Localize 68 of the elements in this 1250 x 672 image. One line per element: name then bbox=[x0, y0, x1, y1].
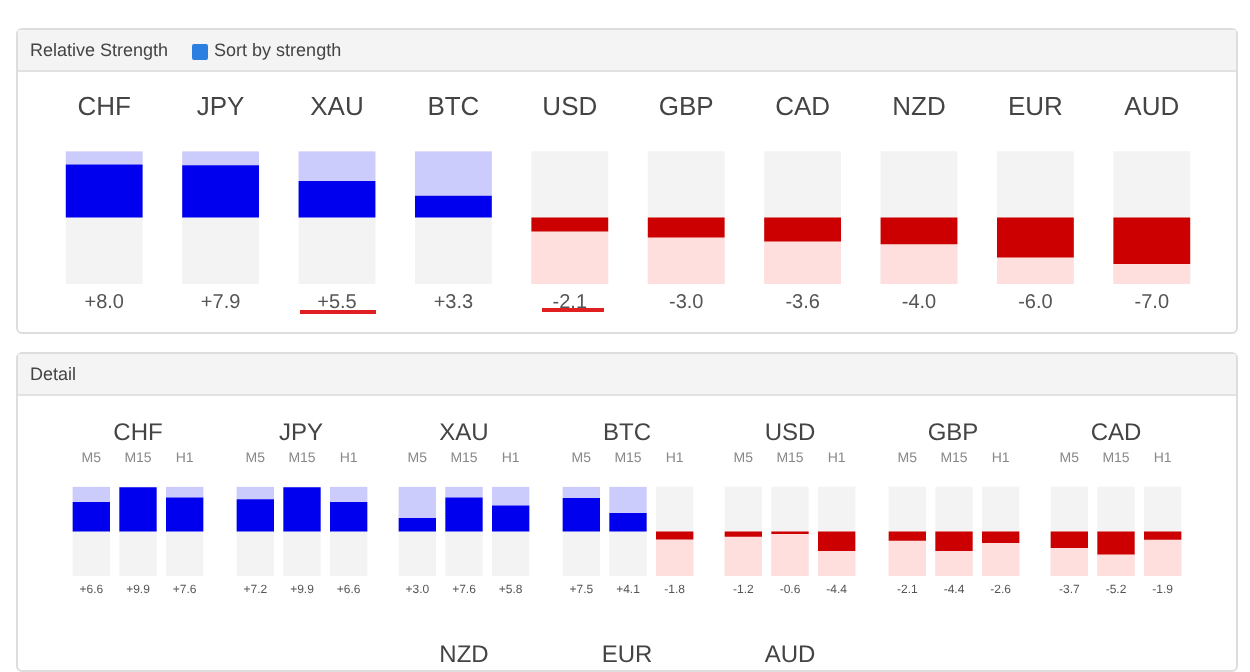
bar bbox=[72, 486, 110, 502]
data-label: +5.5 bbox=[317, 291, 358, 314]
bar bbox=[981, 543, 1019, 576]
bar bbox=[981, 531, 1019, 543]
bar bbox=[182, 151, 260, 166]
bar bbox=[235, 486, 273, 500]
data-label: +3.3 bbox=[433, 291, 475, 314]
x-tick-label: USD bbox=[542, 90, 598, 121]
chart-title: JPY bbox=[276, 418, 325, 446]
bar bbox=[1144, 539, 1182, 576]
data-label: -4.0 bbox=[901, 291, 938, 314]
bar bbox=[1097, 554, 1135, 576]
bar bbox=[1050, 547, 1088, 576]
bar bbox=[1113, 264, 1191, 284]
bar bbox=[445, 486, 483, 498]
chart-title: XAU bbox=[437, 418, 491, 446]
bar bbox=[298, 151, 376, 182]
chart-title: BTC bbox=[601, 418, 653, 446]
bar bbox=[655, 539, 693, 576]
bar bbox=[166, 486, 204, 498]
bar bbox=[818, 551, 856, 576]
text: NZD bbox=[437, 640, 491, 668]
x-tick-label: CAD bbox=[775, 90, 831, 121]
bar bbox=[608, 486, 646, 514]
bar bbox=[647, 237, 725, 284]
text: EUR bbox=[599, 640, 655, 668]
chart-title: Relative Strength bbox=[30, 40, 169, 60]
chart-title: CAD bbox=[1088, 418, 1144, 446]
x-tick-label: CHF bbox=[77, 90, 132, 121]
bar bbox=[724, 531, 762, 537]
bar bbox=[647, 217, 725, 238]
x-tick-label: EUR bbox=[1007, 90, 1063, 121]
x-tick-label: AUD bbox=[1124, 90, 1180, 121]
bar bbox=[65, 151, 143, 165]
text: Sort by strength bbox=[212, 40, 342, 60]
bar bbox=[531, 231, 609, 284]
data-label: +8.0 bbox=[84, 291, 125, 314]
data-label: -3.6 bbox=[785, 291, 821, 314]
bar bbox=[1144, 531, 1182, 540]
bar bbox=[655, 531, 693, 540]
bar bbox=[934, 551, 972, 576]
data-label: -3.0 bbox=[668, 291, 705, 314]
chart-title: USD bbox=[762, 418, 818, 446]
text: AUD bbox=[762, 640, 818, 668]
bar bbox=[887, 540, 925, 576]
chart-title: CHF bbox=[111, 418, 165, 446]
data-label: -7.0 bbox=[1134, 291, 1170, 314]
bar bbox=[329, 486, 367, 502]
x-tick-label: XAU bbox=[310, 90, 364, 121]
data-label: -6.0 bbox=[1018, 291, 1054, 314]
data-label: +7.9 bbox=[200, 291, 242, 314]
text: Detail bbox=[30, 364, 77, 384]
bar bbox=[531, 217, 609, 232]
bar bbox=[887, 531, 925, 541]
x-tick-label: GBP bbox=[658, 90, 714, 121]
bar bbox=[996, 257, 1074, 284]
chart-title: GBP bbox=[925, 418, 981, 446]
x-tick-label: BTC bbox=[427, 90, 480, 121]
bar bbox=[492, 486, 530, 506]
x-tick-label: NZD bbox=[892, 90, 946, 121]
bar bbox=[561, 486, 599, 498]
bar bbox=[764, 241, 842, 284]
bar bbox=[398, 486, 436, 519]
data-label: -2.1 bbox=[552, 291, 588, 314]
bar bbox=[880, 244, 958, 284]
bar bbox=[414, 151, 492, 196]
bar bbox=[724, 536, 762, 576]
x-tick-label: JPY bbox=[196, 90, 246, 121]
